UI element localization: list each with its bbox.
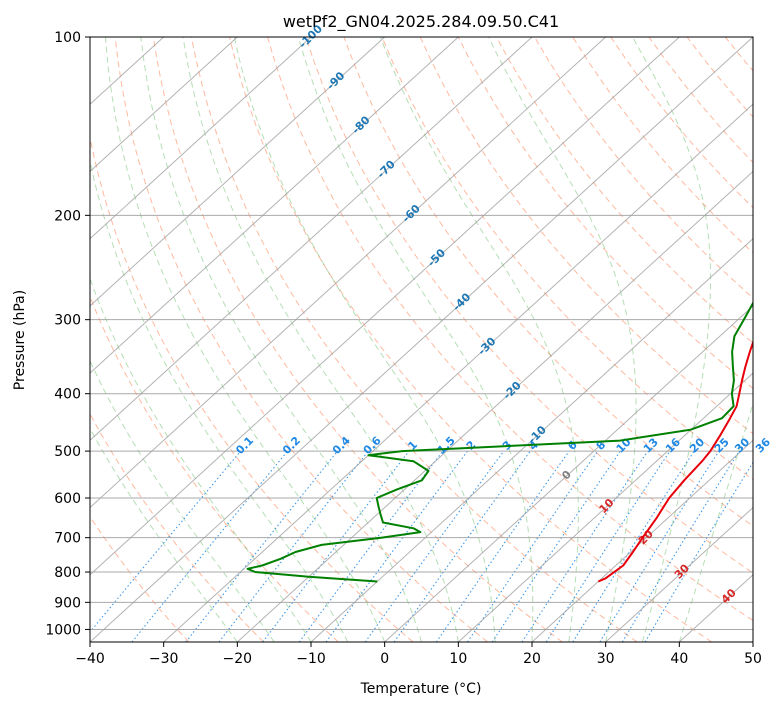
- x-tick-label: 10: [449, 651, 467, 667]
- background-lines: [90, 37, 753, 642]
- x-tick-label: −30: [149, 651, 179, 667]
- dry-adiabat: [90, 515, 190, 642]
- y-tick-label: 700: [54, 531, 81, 547]
- moist-adiabat: [233, 37, 496, 642]
- mixing-ratio-line: [298, 450, 444, 642]
- x-tick-label: −20: [223, 651, 253, 667]
- y-tick-label: 600: [54, 491, 81, 507]
- y-tick-label: 500: [54, 444, 81, 460]
- moist-adiabat: [632, 37, 711, 642]
- x-tick-label: 40: [670, 651, 688, 667]
- x-tick-label: 0: [380, 651, 389, 667]
- dry-adiabat: [495, 37, 753, 344]
- mixing-ratio-line: [467, 450, 599, 642]
- moist-adiabat: [140, 37, 422, 642]
- x-axis: −40 −30 −20 −10 0 10 20 30 40 50: [75, 642, 762, 667]
- dry-adiabat: [305, 37, 753, 574]
- dry-adiabat: [114, 37, 488, 642]
- moist-adiabat: [678, 401, 753, 642]
- y-tick-label: 1000: [45, 622, 81, 638]
- dry-adiabat: [534, 37, 753, 299]
- mixing-ratio-line: [90, 450, 242, 633]
- isotherm-line: [90, 37, 238, 173]
- y-axis-title: Pressure (hPa): [12, 290, 28, 390]
- x-tick-label: 50: [744, 651, 762, 667]
- dry-adiabat: [343, 37, 753, 527]
- mixing-ratio-line: [545, 450, 671, 642]
- isotherm-line: [310, 237, 753, 642]
- mixing-ratio-line: [435, 450, 570, 642]
- chart-title: wetPf2_GN04.2025.284.09.50.C41: [283, 12, 559, 32]
- moist-adiabat: [90, 427, 238, 642]
- moist-adiabat: [297, 37, 534, 642]
- y-tick-label: 400: [54, 387, 81, 403]
- x-axis-title: Temperature (°C): [360, 681, 482, 697]
- x-tick-label: 20: [523, 651, 541, 667]
- y-axis: 100 200 300 400 500 600 700 800 900 1000: [45, 30, 90, 638]
- isotherm-line: [531, 439, 753, 642]
- x-tick-label: −10: [296, 651, 326, 667]
- isotherm-line: [90, 37, 607, 509]
- moist-adiabat: [105, 37, 386, 642]
- dry-adiabat: [457, 37, 753, 389]
- isotherm-line: [90, 37, 680, 576]
- isotherm-line: [457, 372, 753, 642]
- mixing-ratio-line: [521, 450, 649, 642]
- isotherm-line: [163, 103, 753, 642]
- mixing-ratio-line: [572, 450, 695, 642]
- dry-adiabat: [419, 37, 753, 435]
- mixing-ratio-line: [491, 450, 621, 642]
- dry-adiabat: [229, 37, 712, 642]
- x-tick-label: 30: [597, 651, 615, 667]
- mixing-ratio-line: [262, 450, 410, 642]
- plot-frame: [89, 36, 754, 643]
- isotherm-line: [90, 37, 459, 374]
- mixing-ratio-line: [325, 450, 468, 642]
- x-tick-label: −40: [75, 651, 105, 667]
- isotherm-line: [90, 37, 533, 442]
- dry-adiabat: [190, 37, 638, 642]
- isotherm-line: [90, 37, 312, 240]
- y-tick-label: 100: [54, 30, 81, 46]
- mixing-ratio-line: [364, 450, 505, 642]
- isotherm-line: [605, 506, 753, 642]
- moist-adiabat: [90, 359, 275, 642]
- dry-adiabat: [152, 37, 563, 642]
- y-tick-label: 300: [54, 313, 81, 329]
- moist-adiabat: [380, 37, 579, 642]
- dry-adiabat: [90, 412, 264, 642]
- mixing-ratio-line: [621, 450, 740, 642]
- y-tick-label: 800: [54, 565, 81, 581]
- dry-adiabat: [90, 135, 414, 642]
- mixing-ratio-line: [131, 450, 289, 642]
- moist-adiabat: [488, 37, 637, 642]
- moist-adiabat: [90, 158, 349, 642]
- dewpoint-profile: [246, 301, 753, 583]
- dry-adiabat: [381, 37, 753, 481]
- isotherm-line: [384, 305, 753, 642]
- temperature-profile: [597, 339, 753, 583]
- moist-adiabat: [182, 37, 459, 642]
- profile-lines: [246, 301, 753, 583]
- mixing-ratio-line: [185, 450, 339, 642]
- isotherm-line: [90, 37, 753, 642]
- dry-adiabat: [267, 37, 753, 622]
- isotherm-line: [90, 37, 386, 307]
- y-tick-label: 200: [54, 208, 81, 224]
- y-tick-label: 900: [54, 595, 81, 611]
